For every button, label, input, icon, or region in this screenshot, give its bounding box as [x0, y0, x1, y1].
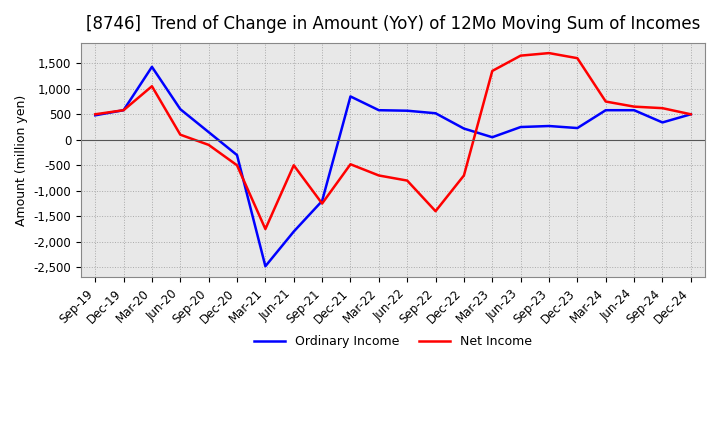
Ordinary Income — [148, 64, 156, 70]
Ordinary Income — [630, 107, 639, 113]
Net Income — [176, 132, 184, 137]
Net Income — [403, 178, 412, 183]
Net Income — [686, 112, 695, 117]
Line: Ordinary Income: Ordinary Income — [95, 67, 690, 266]
Ordinary Income — [176, 106, 184, 112]
Net Income — [374, 173, 383, 178]
Net Income — [120, 107, 128, 113]
Net Income — [516, 53, 525, 58]
Net Income — [431, 209, 440, 214]
Ordinary Income — [573, 125, 582, 131]
Net Income — [346, 161, 355, 167]
Net Income — [233, 163, 241, 168]
Net Income — [630, 104, 639, 109]
Ordinary Income — [488, 135, 497, 140]
Ordinary Income — [261, 264, 270, 269]
Net Income — [148, 84, 156, 89]
Legend: Ordinary Income, Net Income: Ordinary Income, Net Income — [249, 330, 537, 353]
Ordinary Income — [516, 125, 525, 130]
Title: [8746]  Trend of Change in Amount (YoY) of 12Mo Moving Sum of Incomes: [8746] Trend of Change in Amount (YoY) o… — [86, 15, 701, 33]
Ordinary Income — [91, 113, 99, 118]
Ordinary Income — [431, 110, 440, 116]
Ordinary Income — [601, 107, 610, 113]
Ordinary Income — [318, 198, 326, 204]
Net Income — [601, 99, 610, 104]
Ordinary Income — [204, 129, 213, 135]
Net Income — [459, 173, 468, 178]
Net Income — [289, 163, 298, 168]
Line: Net Income: Net Income — [95, 53, 690, 229]
Net Income — [658, 106, 667, 111]
Net Income — [488, 68, 497, 73]
Ordinary Income — [658, 120, 667, 125]
Ordinary Income — [120, 107, 128, 113]
Net Income — [573, 55, 582, 61]
Ordinary Income — [545, 123, 554, 128]
Net Income — [91, 112, 99, 117]
Net Income — [318, 201, 326, 206]
Ordinary Income — [374, 107, 383, 113]
Ordinary Income — [233, 152, 241, 158]
Ordinary Income — [403, 108, 412, 114]
Ordinary Income — [686, 112, 695, 117]
Y-axis label: Amount (million yen): Amount (million yen) — [15, 95, 28, 226]
Ordinary Income — [346, 94, 355, 99]
Ordinary Income — [289, 229, 298, 234]
Net Income — [204, 142, 213, 147]
Net Income — [545, 51, 554, 56]
Ordinary Income — [459, 126, 468, 131]
Net Income — [261, 227, 270, 232]
